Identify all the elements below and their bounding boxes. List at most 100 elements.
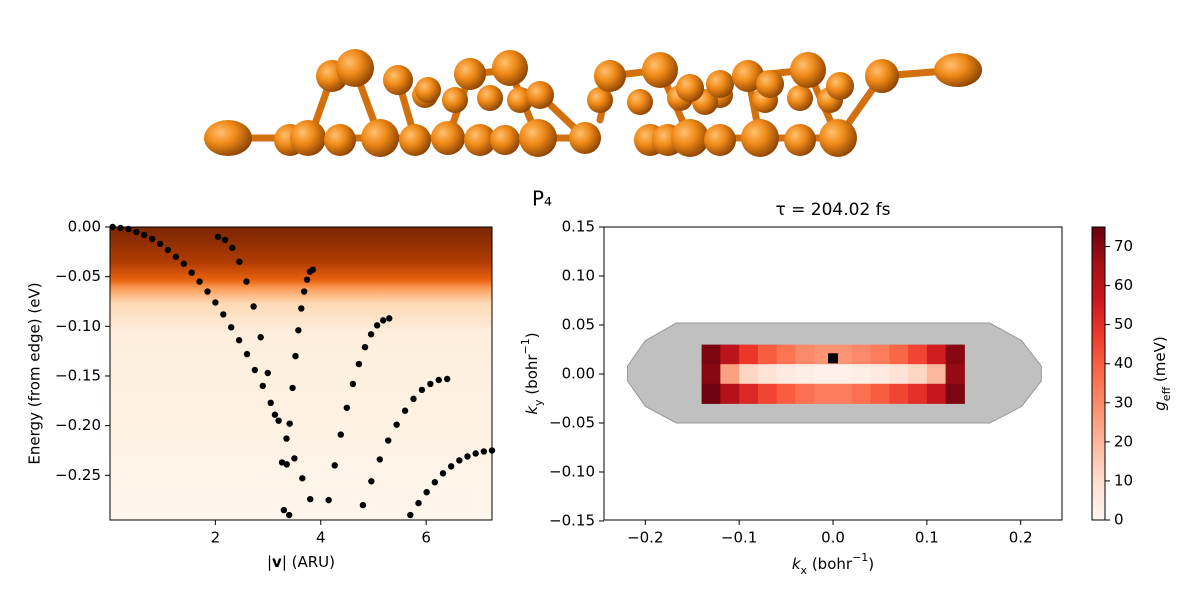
point xyxy=(236,258,243,265)
label-part: x xyxy=(801,564,808,577)
heat-cell xyxy=(945,364,965,385)
label-part: k xyxy=(523,405,541,415)
x-tick-label: 2 xyxy=(211,529,221,547)
colorbar xyxy=(1091,226,1106,521)
y-tick-label: −0.15 xyxy=(549,511,595,529)
y-tick-label: −0.05 xyxy=(549,413,595,431)
point xyxy=(229,244,236,252)
heat-cell xyxy=(851,344,872,365)
point xyxy=(292,352,299,360)
point xyxy=(264,369,272,377)
point xyxy=(444,375,451,383)
heat-cell xyxy=(889,364,909,385)
label-part: (meV) xyxy=(1151,336,1169,387)
heat-cell xyxy=(720,364,740,385)
point xyxy=(235,337,243,344)
heat-cell xyxy=(739,344,759,365)
label-part: g xyxy=(1151,401,1169,411)
point xyxy=(355,360,363,368)
colorbar-tick-label: 60 xyxy=(1114,276,1133,294)
heat-cell xyxy=(795,344,815,365)
heat-cell xyxy=(814,364,834,385)
point xyxy=(180,260,187,267)
heat-cell xyxy=(795,383,815,404)
heat-cell xyxy=(908,364,928,385)
point xyxy=(337,431,344,438)
heat-cell xyxy=(739,383,759,404)
point xyxy=(415,499,422,507)
heat-cell xyxy=(889,383,909,404)
label-part: −1 xyxy=(519,338,532,354)
colorbar-tick-label: 40 xyxy=(1114,354,1133,372)
point xyxy=(227,324,235,331)
point xyxy=(472,450,479,457)
point xyxy=(307,495,314,503)
point xyxy=(196,278,203,285)
colorbar-tick-label: 70 xyxy=(1114,237,1133,255)
point xyxy=(243,350,251,358)
heat-cell xyxy=(795,364,815,385)
colorbar-tick-label: 0 xyxy=(1114,511,1124,529)
label-part: y xyxy=(532,399,545,406)
heat-cell xyxy=(757,364,778,385)
point xyxy=(243,278,250,285)
point xyxy=(285,511,293,519)
heat-cell xyxy=(776,344,796,365)
chart-title: τ = 204.02 fs xyxy=(775,200,890,220)
y-tick-label: 0.05 xyxy=(562,315,595,333)
heat-cell xyxy=(926,344,947,365)
heat-cell xyxy=(720,383,740,404)
y-tick-label: −0.05 xyxy=(55,267,101,285)
axis-label: kx (bohr−1) xyxy=(792,551,874,577)
heat-cell xyxy=(701,383,721,404)
figure-title: P₄ xyxy=(532,187,552,211)
colorbar-tick-label: 10 xyxy=(1114,471,1133,489)
point xyxy=(300,288,308,295)
point xyxy=(291,455,298,462)
point xyxy=(373,322,381,329)
y-tick-label: −0.25 xyxy=(55,466,101,484)
heat-cell xyxy=(776,383,796,404)
heat-cell xyxy=(889,344,909,365)
label-part: eff xyxy=(1160,386,1173,401)
point xyxy=(148,235,156,243)
point xyxy=(303,276,311,283)
axes-frame xyxy=(109,226,493,521)
point xyxy=(251,366,259,374)
point xyxy=(349,380,357,388)
point xyxy=(401,407,409,414)
label-part: | (ARU) xyxy=(282,553,335,571)
point xyxy=(271,411,279,418)
point xyxy=(410,395,417,403)
heat-cell xyxy=(833,364,853,385)
point xyxy=(456,457,463,464)
point xyxy=(250,303,257,310)
point xyxy=(283,435,290,442)
point xyxy=(379,317,387,324)
point xyxy=(361,343,369,351)
point xyxy=(423,488,430,496)
heat-cell xyxy=(945,344,965,365)
x-tick-label: 0.2 xyxy=(1009,529,1033,547)
y-tick-label: 0.00 xyxy=(68,218,101,236)
point xyxy=(188,269,195,276)
heat-cell xyxy=(757,383,778,404)
heat-cell xyxy=(870,383,890,404)
point xyxy=(286,420,293,427)
label-part: (bohr xyxy=(523,354,541,400)
heat-cell xyxy=(926,364,947,385)
point xyxy=(376,456,383,463)
point xyxy=(257,334,264,341)
point xyxy=(431,479,439,486)
point xyxy=(280,506,288,514)
point xyxy=(439,470,447,477)
y-tick-label: −0.15 xyxy=(55,366,101,384)
point xyxy=(172,253,180,260)
x-tick-label: 0.1 xyxy=(915,529,939,547)
point xyxy=(204,288,211,295)
point xyxy=(427,380,434,388)
point xyxy=(295,327,302,334)
y-axis-label: Energy (from edge) (eV) xyxy=(26,282,44,464)
current-point xyxy=(828,353,838,364)
